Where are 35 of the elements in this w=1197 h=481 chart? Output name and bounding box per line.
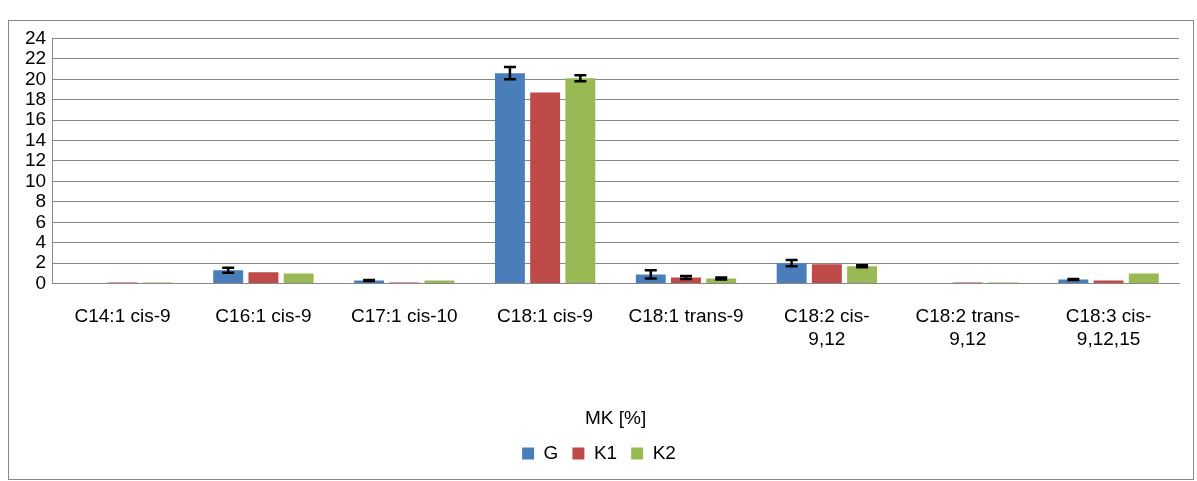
x-tick-label: C18:3 cis-9,12,15 — [1065, 305, 1152, 350]
y-tick-label: 16 — [24, 108, 47, 130]
bar — [847, 266, 878, 284]
y-tick-label: 10 — [24, 169, 47, 191]
x-tick-label: C16:1 cis-9 — [215, 305, 312, 327]
x-tick-label: C17:1 cis-10 — [350, 305, 458, 327]
legend-label: G — [543, 441, 559, 463]
y-tick-label: 4 — [35, 230, 47, 252]
x-tick-label: C18:1 trans-9 — [628, 305, 744, 327]
y-tick-label: 6 — [35, 210, 47, 232]
y-tick-label: 24 — [24, 26, 47, 48]
y-tick-label: 2 — [35, 251, 47, 273]
x-axis-title: MK [%] — [584, 406, 647, 428]
y-tick-label: 0 — [35, 271, 47, 293]
bar — [1128, 273, 1159, 284]
bar — [776, 263, 807, 284]
bar — [494, 73, 525, 284]
y-tick-label: 20 — [24, 67, 47, 89]
y-tick-label: 14 — [24, 128, 47, 150]
bar — [811, 264, 842, 284]
x-tick-label: C18:2 cis-9,12 — [784, 305, 870, 350]
y-tick-label: 12 — [24, 149, 47, 171]
bar — [213, 270, 244, 284]
bar — [530, 92, 561, 284]
bar — [565, 78, 596, 284]
bar — [248, 272, 279, 284]
y-tick-label: 18 — [24, 87, 47, 109]
y-tick-label: 8 — [35, 190, 47, 212]
x-tick-label: C18:1 cis-9 — [497, 305, 594, 327]
x-tick-label: C14:1 cis-9 — [74, 305, 171, 327]
x-tick-label: C18:2 trans-9,12 — [915, 305, 1020, 350]
legend-label: K2 — [652, 441, 676, 463]
bar — [283, 273, 314, 284]
y-tick-label: 22 — [24, 47, 47, 69]
legend-label: K1 — [593, 441, 618, 463]
